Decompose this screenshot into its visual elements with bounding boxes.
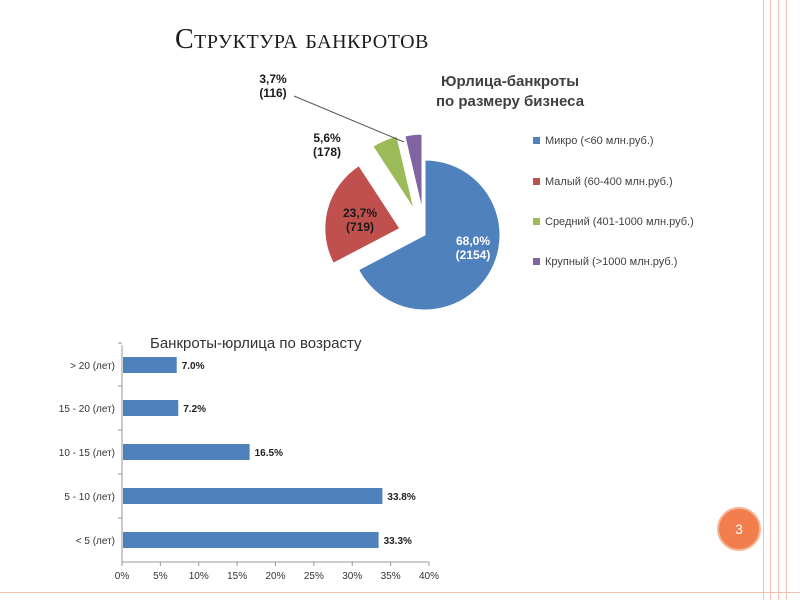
frame-line bbox=[778, 0, 779, 600]
legend-swatch bbox=[533, 178, 540, 185]
frame-line bbox=[763, 0, 764, 600]
pie-title: по размеру бизнеса bbox=[436, 93, 585, 110]
pie-chart: 68,0%(2154) 23,7%(719) 5,6%(178) 3,7%(116) Ю… bbox=[259, 72, 694, 311]
value-label: 33.8% bbox=[387, 492, 415, 503]
pie-title: Юрлица-банкроты bbox=[441, 73, 579, 90]
x-tick-label: 25% bbox=[304, 571, 324, 582]
value-label: 7.0% bbox=[182, 361, 205, 372]
x-tick-label: 5% bbox=[153, 571, 168, 582]
pie-count-label: (2154) bbox=[456, 248, 491, 262]
legend-swatch bbox=[533, 218, 540, 225]
value-label: 7.2% bbox=[183, 404, 206, 415]
slide-title: Структура банкротов bbox=[175, 24, 429, 55]
bar bbox=[123, 357, 177, 373]
pie-slice bbox=[324, 164, 401, 264]
category-label: 15 - 20 (лет) bbox=[59, 404, 115, 415]
pie-count-label: (719) bbox=[346, 220, 374, 234]
frame-line bbox=[0, 592, 800, 593]
bar bbox=[123, 532, 379, 548]
pie-slice bbox=[372, 135, 415, 210]
frame-line bbox=[786, 0, 787, 600]
value-label: 16.5% bbox=[255, 448, 283, 459]
age-bar-chart: Банкроты-юрлица по возрасту > 20 (лет) 7.0… bbox=[59, 335, 439, 582]
x-tick-label: 15% bbox=[227, 571, 247, 582]
x-tick-label: 40% bbox=[419, 571, 439, 582]
x-tick-label: 30% bbox=[342, 571, 362, 582]
page-number-badge: 3 bbox=[717, 507, 761, 551]
x-tick-label: 35% bbox=[381, 571, 401, 582]
legend-label: Малый (60-400 млн.руб.) bbox=[545, 176, 673, 188]
category-label: > 20 (лет) bbox=[70, 361, 115, 372]
value-label: 33.3% bbox=[384, 536, 412, 547]
x-tick-label: 20% bbox=[265, 571, 285, 582]
category-label: 5 - 10 (лет) bbox=[64, 492, 115, 503]
x-tick-label: 0% bbox=[115, 571, 130, 582]
pie-percent-label: 23,7% bbox=[343, 206, 377, 220]
pie-percent-label: 68,0% bbox=[456, 234, 490, 248]
category-label: 10 - 15 (лет) bbox=[59, 448, 115, 459]
pie-percent-label: 5,6% bbox=[313, 131, 341, 145]
bar-chart-title: Банкроты-юрлица по возрасту bbox=[150, 335, 362, 352]
bar bbox=[123, 400, 179, 416]
category-label: < 5 (лет) bbox=[76, 536, 115, 547]
bar bbox=[123, 488, 383, 504]
pie-percent-label: 3,7% bbox=[259, 72, 287, 86]
pie-slice bbox=[404, 133, 423, 210]
legend-swatch bbox=[533, 137, 540, 144]
pie-slice bbox=[357, 159, 501, 311]
leader-line bbox=[293, 95, 405, 143]
x-tick-label: 10% bbox=[189, 571, 209, 582]
legend-label: Микро (<60 млн.руб.) bbox=[545, 135, 654, 147]
pie-count-label: (178) bbox=[313, 145, 341, 159]
pie-count-label: (116) bbox=[259, 86, 286, 100]
legend-swatch bbox=[533, 258, 540, 265]
legend-label: Средний (401-1000 млн.руб.) bbox=[545, 216, 694, 228]
bar bbox=[123, 444, 250, 460]
frame-line bbox=[770, 0, 771, 600]
legend-label: Крупный (>1000 млн.руб.) bbox=[545, 256, 677, 268]
